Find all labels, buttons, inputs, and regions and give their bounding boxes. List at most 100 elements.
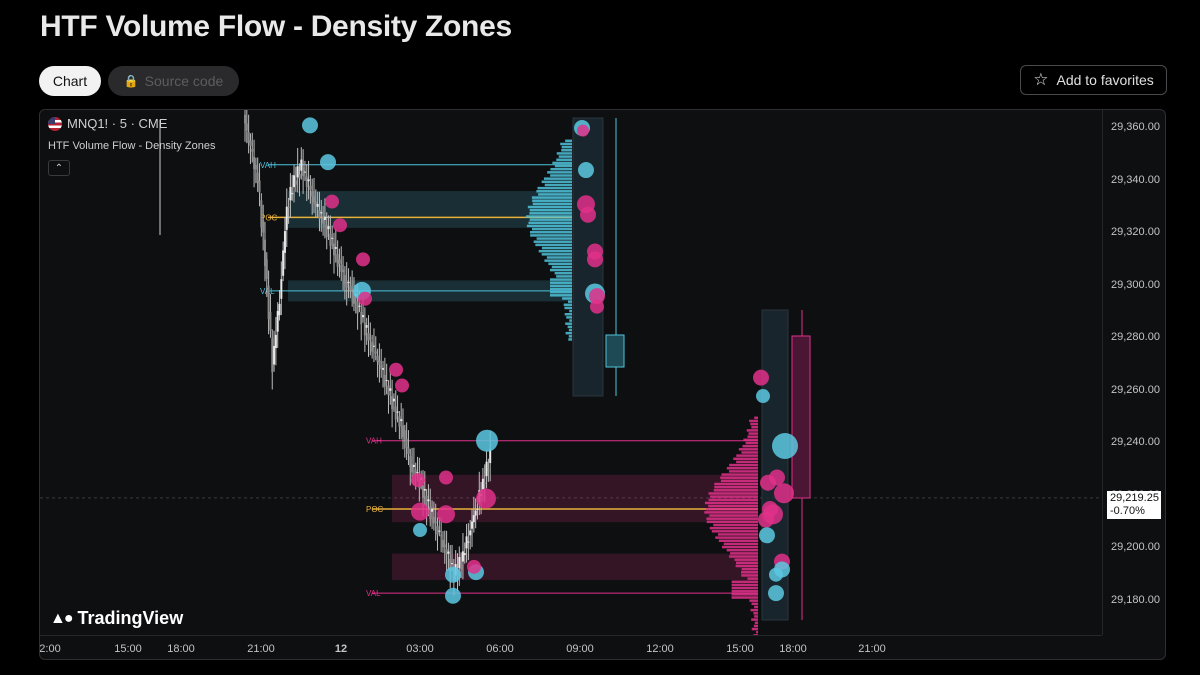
candle-body (309, 185, 312, 190)
sell-bubble (358, 291, 372, 306)
sell-bubble (395, 378, 409, 393)
candle-body (247, 131, 250, 143)
volume-bar (731, 580, 758, 584)
volume-bar (729, 555, 758, 558)
volume-bar (709, 495, 758, 498)
volume-bar (750, 422, 758, 426)
time-axis[interactable]: 2:00 15:00 18:00 21:00 12 03:00 06:00 09:00 12:0… (40, 635, 1102, 659)
candle-body (347, 282, 350, 284)
candle-body (338, 259, 341, 264)
volume-bar (528, 221, 572, 225)
volume-bar (704, 511, 758, 514)
candle-body (282, 250, 285, 276)
sell-bubble (467, 559, 481, 574)
volume-bar (714, 482, 758, 486)
add-to-favorites-label: Add to favorites (1056, 72, 1154, 88)
volume-bar (554, 272, 572, 275)
volume-bar (714, 485, 758, 489)
candle-body (307, 179, 310, 182)
candle-body (429, 506, 432, 520)
candle-body (412, 464, 415, 467)
buy-bubble (774, 561, 790, 578)
volume-bar (568, 328, 572, 332)
volume-bar (565, 322, 572, 325)
volume-bar (565, 139, 572, 143)
candle-body (458, 557, 461, 569)
sell-bubble (333, 218, 347, 233)
candle-body (340, 264, 343, 272)
chevron-up-icon[interactable]: ⌃ (48, 160, 70, 176)
candle-body (329, 233, 332, 246)
tradingview-logo: ▲● TradingView (50, 608, 183, 629)
symbol-label: MNQ1! · 5 · CME (67, 116, 168, 131)
volume-bar (550, 281, 572, 284)
candle-body (443, 544, 446, 548)
volume-bar (527, 205, 572, 209)
volume-bar (567, 325, 572, 329)
candle-body (291, 193, 294, 195)
candle-body (383, 375, 386, 387)
volume-bar (715, 536, 758, 539)
candle-body (460, 564, 463, 570)
x-tick-label: 03:00 (406, 643, 434, 655)
candle-body (369, 337, 372, 339)
volume-bar (723, 542, 758, 546)
profile-level-label: POC (260, 213, 278, 222)
candle-body (372, 345, 375, 347)
volume-bar (742, 444, 758, 448)
symbol-legend[interactable]: MNQ1! · 5 · CME (48, 116, 167, 131)
volume-bar (745, 441, 758, 445)
add-to-favorites-button[interactable]: ☆ Add to favorites (1020, 65, 1167, 95)
candle-body (432, 516, 435, 524)
candle-body (262, 219, 265, 233)
volume-bar (564, 312, 572, 316)
y-tick-label: 29,180.00 (1111, 594, 1160, 606)
price-chart[interactable]: VAH POC VAL VAH POC VAL (40, 110, 1102, 635)
volume-bar (751, 627, 758, 631)
volume-bar (731, 589, 758, 593)
volume-bar (717, 533, 758, 536)
volume-bar (749, 599, 758, 602)
tab-chart[interactable]: Chart (39, 66, 101, 96)
tab-source-code[interactable]: 🔒 Source code (108, 66, 239, 96)
tv-logo-icon: ▲● (50, 609, 73, 627)
volume-bar (532, 202, 572, 206)
sell-bubble (589, 288, 605, 305)
candle-body (396, 411, 399, 413)
last-price: 29,219.25 (1110, 492, 1159, 504)
candle-body (378, 360, 381, 365)
candle-body (300, 159, 303, 171)
volume-bar (709, 514, 758, 517)
candle-body (467, 541, 470, 543)
y-tick-label: 29,260.00 (1111, 383, 1160, 396)
candle-body (391, 396, 394, 410)
price-axis[interactable]: 29,360.00 29,340.00 29,320.00 29,300.00 29,2… (1102, 110, 1165, 635)
volume-bar (563, 303, 572, 307)
candle-body (463, 553, 466, 556)
candle-body (436, 526, 439, 535)
candle-body (323, 216, 326, 220)
volume-bar (550, 290, 572, 294)
candle-body (449, 558, 452, 572)
volume-bar (562, 297, 572, 300)
candle-body (273, 345, 276, 365)
htf-candle (605, 334, 625, 368)
candle-body (389, 388, 392, 391)
candle-body (416, 472, 419, 474)
candle-body (438, 530, 441, 532)
candle-body (320, 212, 323, 214)
volume-bar (751, 602, 758, 606)
x-tick-label: 06:00 (486, 643, 514, 655)
volume-bar (526, 224, 572, 228)
candle-body (265, 259, 268, 280)
candle-body (407, 447, 410, 455)
volume-bar (569, 319, 572, 322)
candle-body (398, 416, 401, 427)
chart-panel[interactable]: VAH POC VAL VAH POC VAL MNQ1! · 5 · CME HTF V… (39, 109, 1166, 660)
volume-bar (731, 596, 758, 599)
volume-bar (705, 507, 758, 511)
volume-bar (552, 161, 572, 165)
candle-body (349, 285, 352, 291)
buy-bubble (320, 154, 336, 171)
volume-bar (532, 227, 572, 231)
